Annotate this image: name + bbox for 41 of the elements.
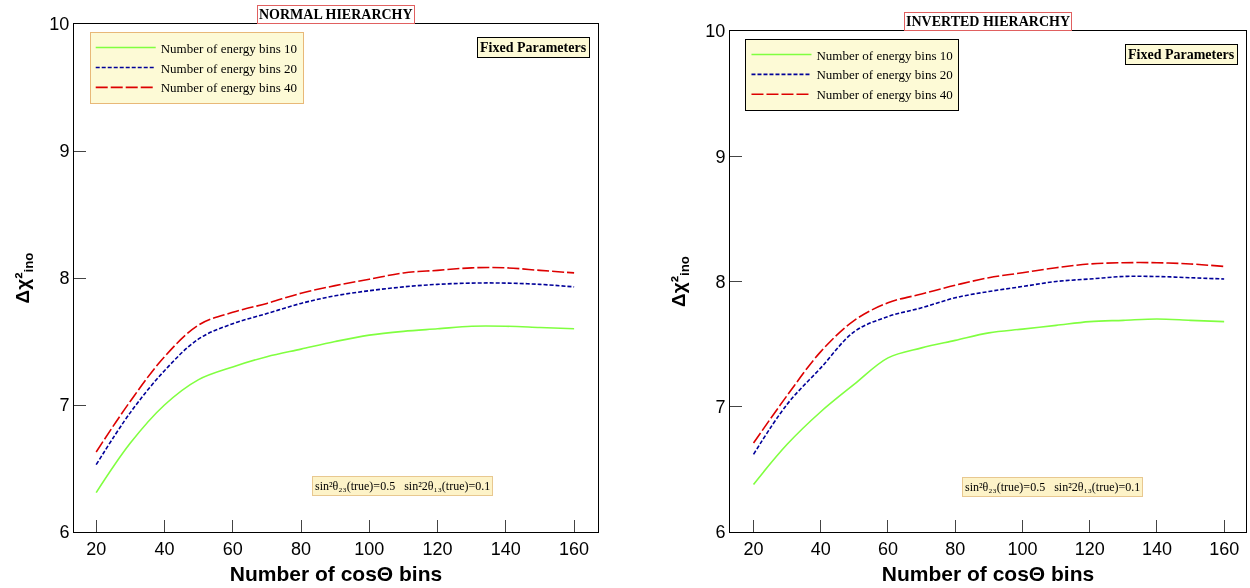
x-tick-label: 120: [422, 538, 453, 559]
annotation: Fixed Parameters: [1128, 47, 1235, 62]
x-tick-label: 60: [222, 538, 243, 559]
annotation: Fixed Parameters: [480, 40, 587, 55]
legend-label: Number of energy bins 10: [816, 47, 953, 63]
x-axis-title: Number of cosΘ bins: [229, 561, 443, 585]
x-tick-label: 100: [354, 538, 385, 559]
x-tick-label: 100: [1007, 538, 1038, 559]
y-tick-label: 7: [715, 397, 726, 418]
legend-label: Number of energy bins 20: [160, 60, 297, 76]
annotation: sin²θ₂₃(true)=0.5 sin²2θ₁₃(true)=0.1: [315, 479, 491, 493]
chart-title: INVERTED HIERARCHY: [906, 14, 1071, 29]
x-tick-label: 40: [154, 538, 175, 559]
annotation: sin²θ₂₃(true)=0.5 sin²2θ₁₃(true)=0.1: [965, 480, 1141, 494]
x-tick-label: 60: [877, 538, 899, 559]
x-tick-label: 140: [490, 538, 521, 559]
y-tick-label: 8: [59, 268, 70, 289]
x-tick-label: 40: [810, 538, 831, 559]
legend-label: Number of energy bins 10: [160, 40, 297, 56]
y-tick-label: 6: [59, 522, 70, 543]
x-tick-label: 80: [945, 538, 966, 559]
x-axis-title: Number of cosΘ bins: [881, 561, 1095, 585]
y-tick-label: 10: [49, 14, 70, 35]
x-tick-label: 80: [290, 538, 312, 559]
x-tick-label: 140: [1141, 538, 1172, 559]
x-tick-label: 160: [1209, 538, 1240, 559]
legend-label: Number of energy bins 40: [816, 87, 953, 103]
y-tick-label: 8: [715, 271, 726, 292]
x-tick-label: 20: [743, 538, 764, 559]
x-tick-label: 160: [559, 538, 590, 559]
legend-label: Number of energy bins 20: [816, 67, 953, 83]
x-tick-label: 120: [1074, 538, 1105, 559]
y-tick-label: 6: [715, 522, 726, 543]
legend-label: Number of energy bins 40: [160, 80, 297, 96]
line-series: [95, 325, 575, 494]
y-tick-label: 9: [715, 146, 726, 167]
y-tick-label: 9: [59, 141, 70, 162]
y-tick-label: 10: [705, 21, 726, 42]
x-tick-label: 20: [86, 538, 107, 559]
y-tick-label: 7: [59, 395, 70, 416]
chart-title: NORMAL HIERARCHY: [259, 7, 413, 22]
